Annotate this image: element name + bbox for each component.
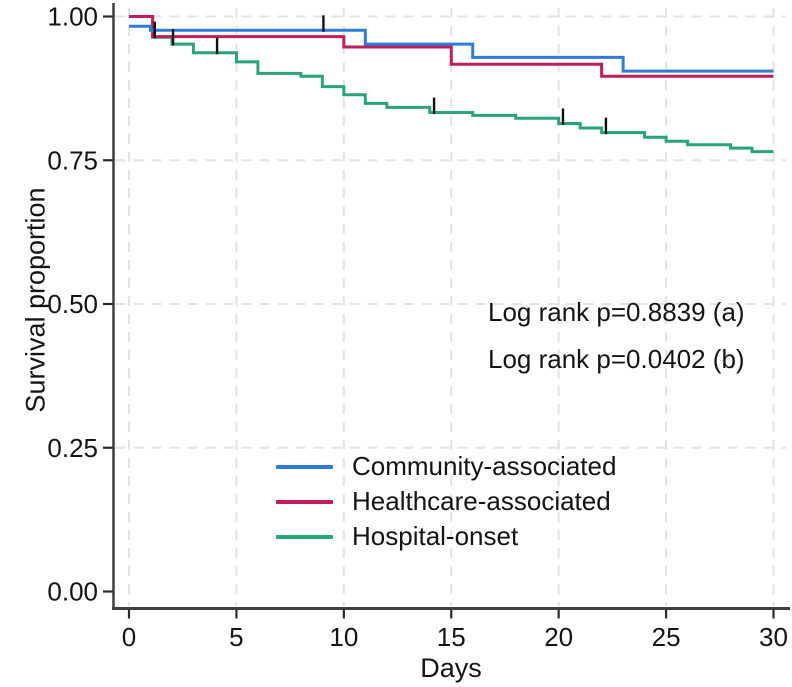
legend-entry-hospital-onset: Hospital-onset (276, 521, 616, 551)
gridlines (115, 8, 786, 606)
y-tick-label-1.00: 1.00 (47, 2, 98, 32)
x-axis-title: Days (420, 653, 482, 683)
censor-marks (153, 15, 608, 135)
curve-community-associated (129, 24, 774, 73)
x-tick-label-10: 10 (329, 622, 358, 652)
legend-label-community-associated: Community-associated (352, 451, 617, 481)
legend-entry-community-associated: Community-associated (276, 451, 617, 481)
legend: Community-associated Healthcare-associat… (276, 451, 617, 551)
x-tick-label-15: 15 (437, 622, 466, 652)
y-tick-label-0.25: 0.25 (47, 433, 98, 463)
curve-healthcare-associated (129, 15, 774, 78)
x-tick-label-0: 0 (122, 622, 136, 652)
x-tick-label-5: 5 (229, 622, 243, 652)
legend-swatch-community-associated (276, 464, 333, 469)
axes (112, 3, 790, 610)
legend-label-healthcare-associated: Healthcare-associated (352, 486, 611, 516)
tick-marks-and-labels: 0.00 0.25 0.50 0.75 1.00 0 5 10 15 20 25 30 (47, 2, 788, 653)
y-tick-label-0.75: 0.75 (47, 145, 98, 175)
x-tick-label-30: 30 (759, 622, 788, 652)
legend-label-hospital-onset: Hospital-onset (352, 521, 519, 551)
x-tick-label-20: 20 (544, 622, 573, 652)
y-axis-title: Survival proportion (20, 187, 51, 413)
logrank-annotation-b: Log rank p=0.0402 (b) (488, 344, 745, 374)
curve-hospital-onset (129, 15, 774, 154)
y-tick-label-0.50: 0.50 (47, 289, 98, 319)
x-tick-label-25: 25 (652, 622, 681, 652)
y-tick-label-0.00: 0.00 (47, 577, 98, 607)
legend-entry-healthcare-associated: Healthcare-associated (276, 486, 616, 516)
survival-curves (129, 15, 774, 154)
logrank-annotation-a: Log rank p=0.8839 (a) (488, 297, 745, 327)
legend-swatch-healthcare-associated (276, 499, 333, 504)
legend-swatch-hospital-onset (276, 534, 333, 539)
